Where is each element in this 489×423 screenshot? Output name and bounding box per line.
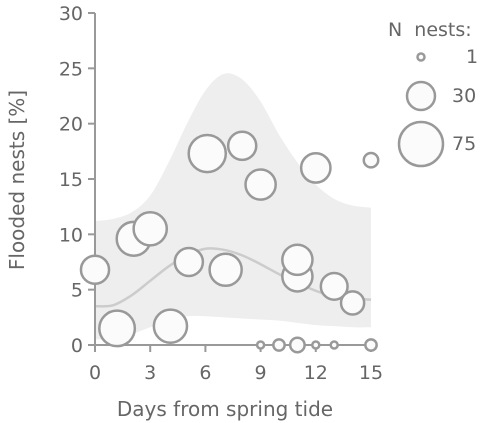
x-tick-labels: 0 3 6 9 12 15 [89, 362, 383, 384]
data-point [79, 254, 111, 286]
legend-bubble-30 [405, 80, 437, 112]
data-point [362, 151, 380, 169]
data-point [132, 210, 169, 247]
legend-title: N nests: [388, 19, 472, 41]
data-point [272, 338, 286, 352]
legend-label-1: 1 [466, 46, 478, 68]
data-point [364, 338, 378, 352]
x-tick-label: 15 [359, 362, 383, 384]
data-points [79, 130, 380, 354]
y-tick-labels: 0 5 10 15 20 25 30 [59, 3, 83, 357]
data-point [226, 130, 258, 162]
y-tick-label: 15 [59, 169, 83, 191]
data-point [281, 243, 314, 277]
data-point [152, 308, 189, 345]
data-point [244, 168, 277, 201]
y-tick-label: 30 [59, 3, 83, 25]
data-point [173, 246, 205, 278]
legend-label-75: 75 [452, 133, 476, 155]
data-point [187, 133, 228, 174]
x-tick-label: 0 [89, 362, 101, 384]
data-point [208, 252, 243, 288]
y-tick-label: 25 [59, 58, 83, 80]
data-point [288, 336, 306, 354]
data-point [255, 340, 266, 350]
x-tick-label: 9 [255, 362, 267, 384]
data-point [299, 152, 332, 184]
x-axis-label: Days from spring tide [117, 397, 333, 421]
x-tick-label: 3 [144, 362, 156, 384]
y-tick-label: 20 [59, 114, 83, 136]
data-point [339, 290, 366, 316]
legend-bubble-75 [397, 120, 445, 168]
data-point [319, 271, 349, 301]
y-tick-label: 0 [71, 335, 83, 357]
legend-label-30: 30 [452, 85, 476, 107]
x-tick-label: 12 [304, 362, 328, 384]
legend: N nests: 1 30 75 [388, 19, 478, 168]
axes [88, 12, 372, 352]
data-point [311, 340, 321, 350]
legend-bubble-1 [416, 52, 426, 62]
y-axis-label: Flooded nests [%] [5, 90, 29, 270]
x-tick-label: 6 [199, 362, 211, 384]
y-tick-label: 5 [71, 280, 83, 302]
data-point [329, 340, 339, 350]
y-tick-label: 10 [59, 224, 83, 246]
data-point [98, 309, 137, 348]
